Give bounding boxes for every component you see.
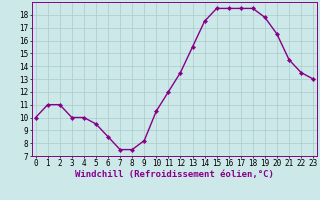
X-axis label: Windchill (Refroidissement éolien,°C): Windchill (Refroidissement éolien,°C) <box>75 170 274 179</box>
